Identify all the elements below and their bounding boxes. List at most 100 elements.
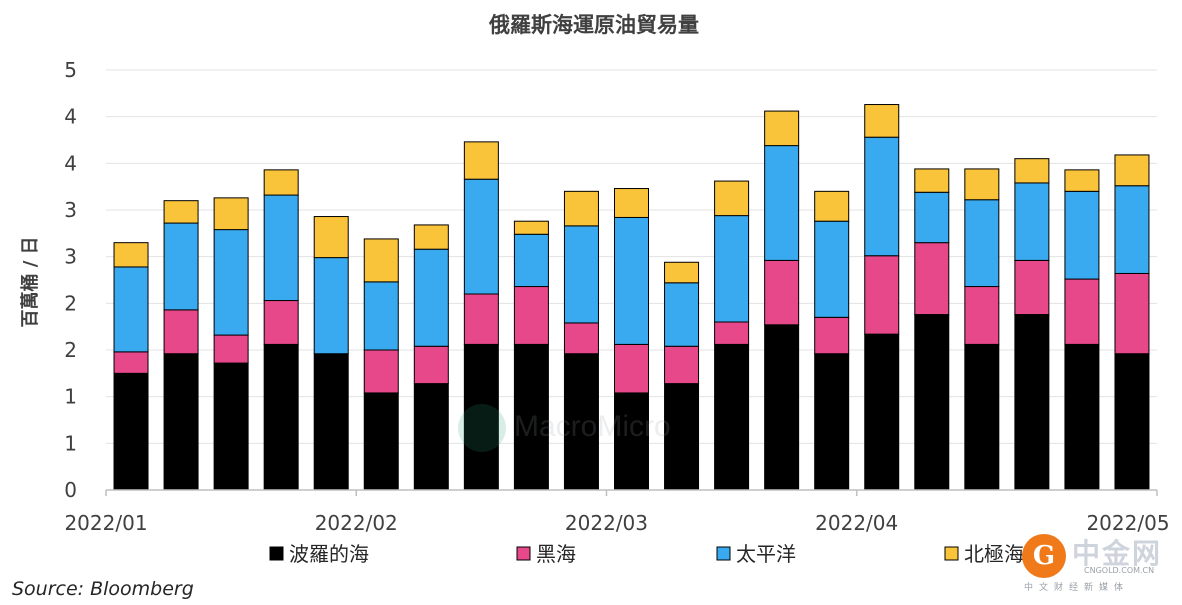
bar-segment — [1064, 343, 1100, 491]
bar-segment — [213, 362, 249, 491]
bar-segment — [614, 216, 649, 345]
bar-segment — [1064, 278, 1100, 345]
bar-segment — [764, 259, 800, 326]
bar-segment — [1114, 154, 1150, 187]
bar-segment — [964, 199, 1000, 288]
bar-segment — [113, 372, 149, 491]
cngold-logo-tagline: 中文财经新媒体 — [1024, 583, 1130, 593]
legend-swatch — [269, 546, 284, 561]
legend-label: 北極海 — [964, 542, 1024, 566]
bar-segment — [1014, 259, 1050, 316]
bar-segment — [263, 194, 299, 302]
legend-label: 太平洋 — [736, 542, 796, 566]
bar-segment — [814, 220, 850, 318]
bar-segment — [914, 314, 950, 491]
bar-segment — [313, 257, 349, 355]
y-tick-label: 3 — [64, 198, 77, 222]
bar-segment — [914, 242, 950, 316]
bar-segment — [864, 136, 900, 257]
bar-segment — [213, 229, 249, 336]
y-tick-label: 1 — [64, 431, 77, 455]
y-tick-label: 4 — [64, 151, 77, 175]
bar-segment — [213, 197, 249, 231]
legend-label: 黑海 — [536, 542, 576, 566]
bar-segment — [714, 180, 750, 217]
legend-label: 波羅的海 — [289, 542, 369, 566]
bar-segment — [714, 215, 750, 323]
cngold-logo-name: 中金网 — [1072, 537, 1163, 570]
bar-segment — [714, 343, 750, 491]
bar-segment — [1064, 190, 1100, 280]
y-tick-label: 5 — [64, 58, 77, 82]
bar-segment — [263, 300, 299, 345]
bar-segment — [1114, 185, 1150, 274]
bar-segment — [463, 293, 499, 345]
bar-segment — [764, 110, 800, 147]
chart-title: 俄羅斯海運原油貿易量 — [488, 13, 699, 37]
y-axis-ticks: 0 1 1 2 2 3 3 4 4 5 — [64, 58, 77, 502]
bar-segment — [113, 266, 149, 353]
bar-segment — [513, 286, 549, 345]
bar-segment — [614, 188, 649, 218]
bar-segment — [1114, 353, 1150, 491]
bar-segment — [363, 392, 399, 491]
cngold-logo-domain: CNGOLD.COM.CN — [1084, 566, 1155, 575]
bar-segment — [864, 255, 900, 335]
bar-segment — [864, 333, 900, 491]
bar-segment — [463, 178, 499, 295]
bar-segment — [463, 141, 499, 180]
bar-segment — [864, 104, 900, 138]
bar-segment — [664, 282, 700, 347]
bar-segment — [413, 248, 449, 347]
watermark: MacroMicro — [458, 402, 778, 454]
bar-segment — [263, 343, 299, 491]
cngold-logo: G 中金网 CNGOLD.COM.CN 中文财经新媒体 — [1022, 530, 1178, 593]
y-tick-label: 1 — [64, 385, 77, 409]
bar-segment — [563, 322, 599, 355]
bar-segment — [513, 220, 549, 235]
legend-swatch — [516, 546, 531, 561]
y-tick-label: 2 — [64, 291, 77, 315]
bar-segment — [563, 225, 599, 324]
legend-swatch — [944, 546, 959, 561]
bar-segment — [814, 190, 850, 222]
legend: 波羅的海 黑海 太平洋 北極海 — [269, 542, 1024, 566]
x-tick-label: 2022/05 — [1086, 511, 1169, 535]
bar-segment — [964, 286, 1000, 345]
bar-segment — [263, 169, 299, 196]
bar-segment — [764, 145, 800, 261]
bars — [113, 104, 1150, 491]
bar-segment — [1014, 158, 1050, 184]
y-tick-label: 2 — [64, 338, 77, 362]
bar-segment — [113, 351, 149, 374]
source-note: Source: Bloomberg — [12, 578, 194, 600]
legend-swatch — [716, 546, 731, 561]
bar-segment — [163, 309, 199, 355]
bar-segment — [1114, 272, 1150, 355]
bar-segment — [914, 191, 950, 244]
bar-segment — [313, 353, 349, 491]
watermark-logo-icon — [458, 404, 506, 452]
y-tick-label: 0 — [64, 478, 77, 502]
x-tick-label: 2022/02 — [315, 511, 398, 535]
bar-segment — [163, 200, 199, 224]
x-tick-label: 2022/03 — [565, 511, 648, 535]
x-tick-label: 2022/01 — [64, 511, 147, 535]
bar-segment — [714, 321, 750, 345]
x-axis-ticks: 2022/01 2022/02 2022/03 2022/04 2022/05 — [64, 490, 1170, 535]
y-axis-label: 百萬桶 / 日 — [19, 236, 41, 327]
bar-segment — [163, 353, 199, 491]
bar-segment — [1064, 169, 1100, 192]
bar-segment — [964, 168, 1000, 201]
bar-segment — [413, 383, 449, 491]
bar-segment — [914, 168, 950, 193]
bar-segment — [513, 343, 549, 491]
x-tick-label: 2022/04 — [815, 511, 898, 535]
cngold-logo-icon: G — [1022, 534, 1066, 578]
bar-segment — [513, 233, 549, 288]
bar-segment — [614, 343, 649, 394]
bar-segment — [313, 216, 349, 259]
bar-segment — [363, 238, 399, 283]
bar-segment — [163, 222, 199, 311]
